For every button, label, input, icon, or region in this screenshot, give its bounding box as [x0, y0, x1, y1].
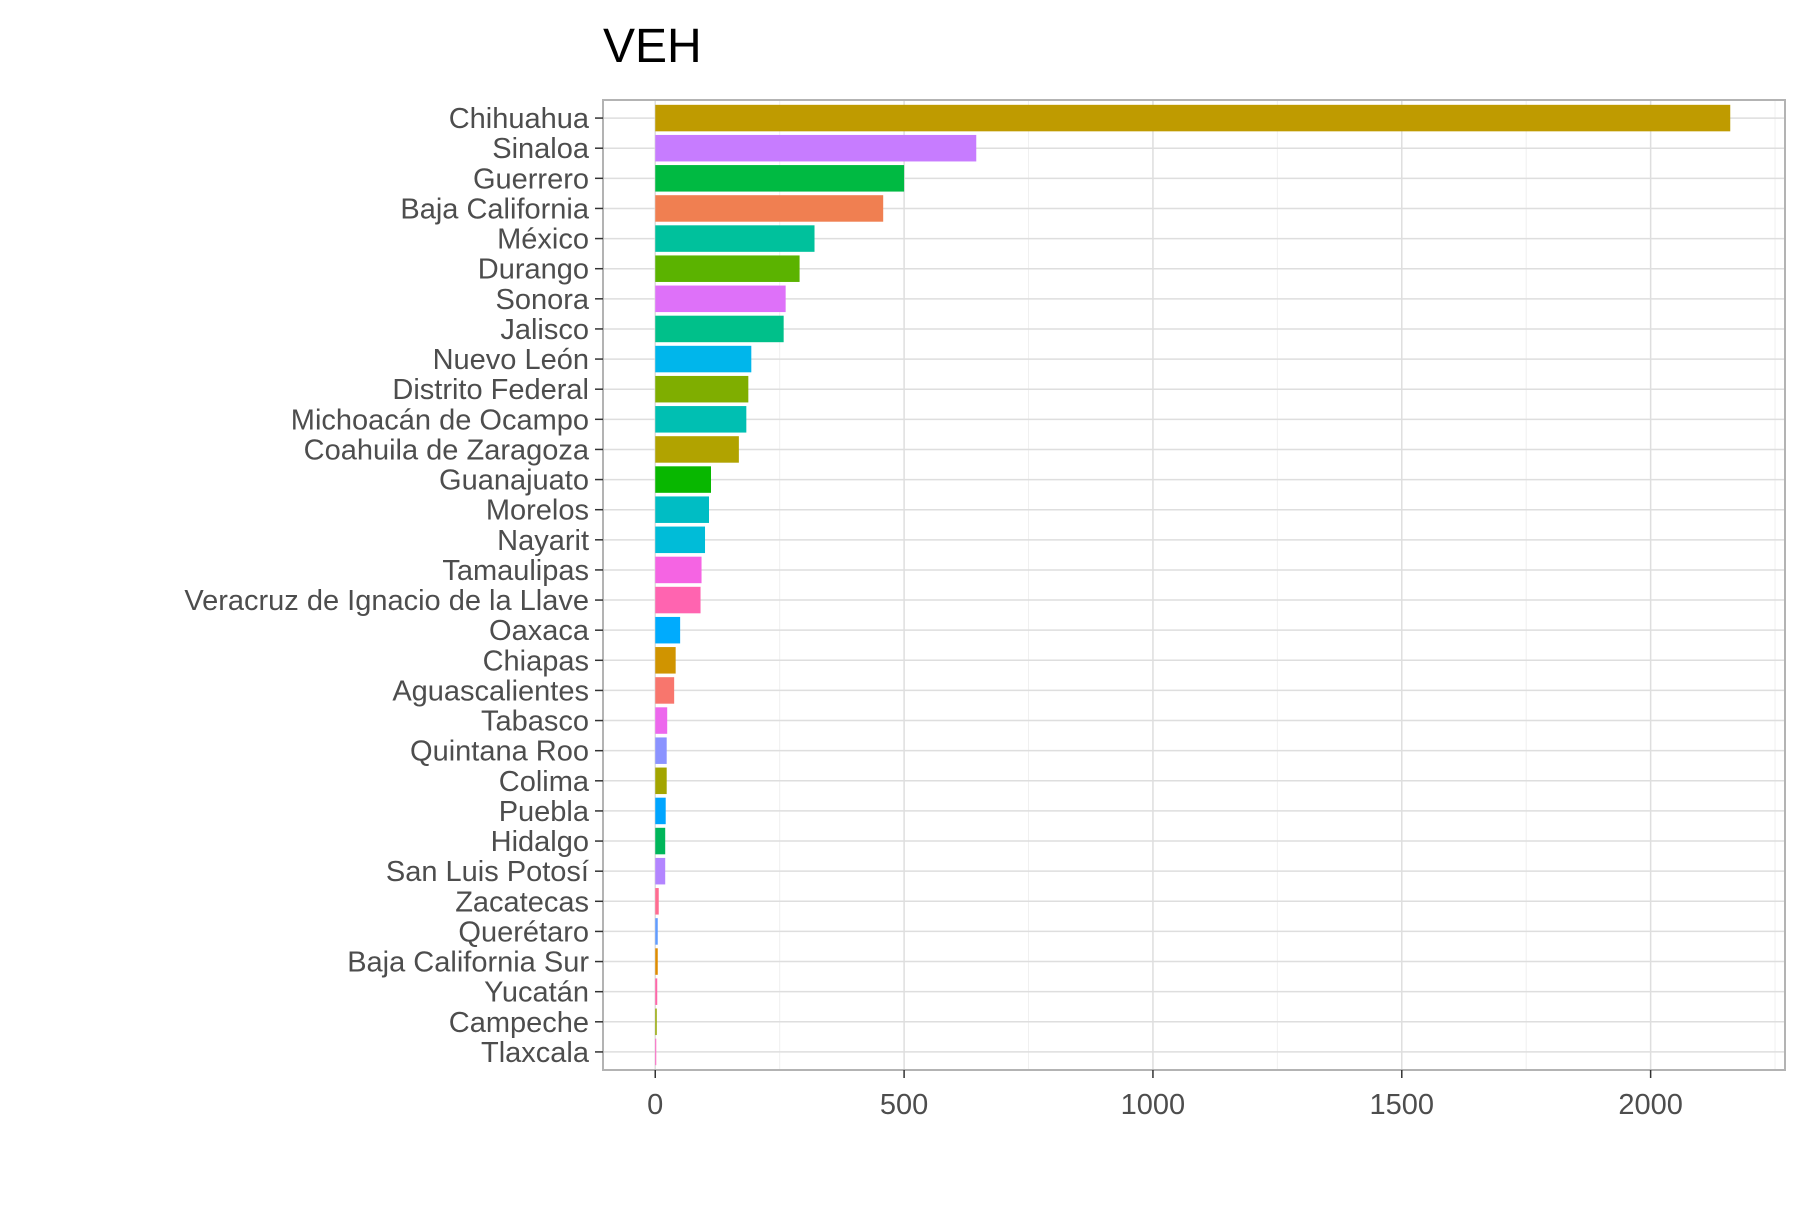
category-label: Yucatán [484, 977, 589, 1009]
category-label: Coahuila de Zaragoza [304, 434, 590, 466]
category-label: Zacatecas [455, 886, 589, 918]
bar [655, 496, 710, 523]
bar [655, 737, 667, 764]
category-label: Nuevo León [433, 344, 589, 376]
bar [655, 104, 1731, 132]
bar [655, 827, 666, 855]
bar [655, 406, 747, 433]
category-label: Michoacán de Ocampo [291, 404, 589, 436]
category-label: Baja California Sur [347, 947, 589, 979]
bar [655, 677, 675, 704]
category-label: México [497, 224, 589, 256]
bar [655, 647, 676, 674]
category-label: Morelos [486, 495, 589, 527]
category-label: Oaxaca [489, 615, 590, 647]
bar [655, 857, 666, 885]
bar [655, 165, 905, 192]
category-label: Querétaro [458, 916, 589, 948]
category-label: Guanajuato [439, 465, 589, 497]
bar [655, 255, 800, 282]
bar [655, 978, 658, 1005]
category-label: Campeche [449, 1007, 589, 1039]
bar [655, 134, 977, 162]
bar [655, 375, 749, 403]
bar [655, 345, 752, 373]
category-label: Chiapas [483, 645, 589, 677]
bar [655, 1008, 657, 1036]
bar [655, 888, 659, 915]
category-label: Durango [478, 254, 589, 286]
bar [655, 1038, 657, 1066]
x-tick-label: 2000 [1618, 1089, 1683, 1121]
bar [655, 195, 884, 222]
chart-title: VEH [603, 20, 702, 73]
category-label: San Luis Potosí [386, 856, 589, 888]
bar [655, 797, 666, 825]
bar [655, 556, 702, 584]
category-label: Nayarit [497, 525, 589, 557]
category-label: Jalisco [500, 314, 589, 346]
category-label: Sinaloa [492, 133, 590, 165]
x-tick-label: 1500 [1370, 1089, 1435, 1121]
category-label: Veracruz de Ignacio de la Llave [184, 585, 589, 617]
category-label: Chihuahua [449, 103, 590, 135]
category-label: Quintana Roo [410, 736, 589, 768]
category-label: Baja California [400, 193, 589, 225]
category-label: Distrito Federal [392, 374, 589, 406]
bar [655, 225, 815, 252]
category-label: Tabasco [481, 706, 589, 738]
bar [655, 616, 681, 644]
category-label: Hidalgo [491, 826, 589, 858]
panel-border [602, 99, 1786, 1071]
x-tick-label: 0 [647, 1089, 663, 1121]
bar [655, 918, 658, 945]
category-label: Colima [499, 766, 590, 798]
bar [655, 948, 658, 975]
x-tick-label: 1000 [1121, 1089, 1186, 1121]
bar [655, 466, 711, 493]
bar [655, 436, 739, 463]
category-label: Sonora [495, 284, 589, 316]
bar [655, 315, 784, 343]
category-label: Tamaulipas [442, 555, 589, 587]
bars [655, 104, 1731, 1066]
x-tick-label: 500 [880, 1089, 928, 1121]
category-label: Aguascalientes [392, 675, 589, 707]
category-label: Tlaxcala [481, 1037, 590, 1069]
bar [655, 586, 701, 614]
category-label: Guerrero [473, 163, 589, 195]
category-label: Puebla [499, 796, 590, 828]
bar [655, 526, 706, 554]
bar [655, 285, 786, 313]
x-axis: 0 500 1000 1500 2000 [647, 1070, 1683, 1121]
bar [655, 707, 668, 734]
bar [655, 767, 667, 795]
